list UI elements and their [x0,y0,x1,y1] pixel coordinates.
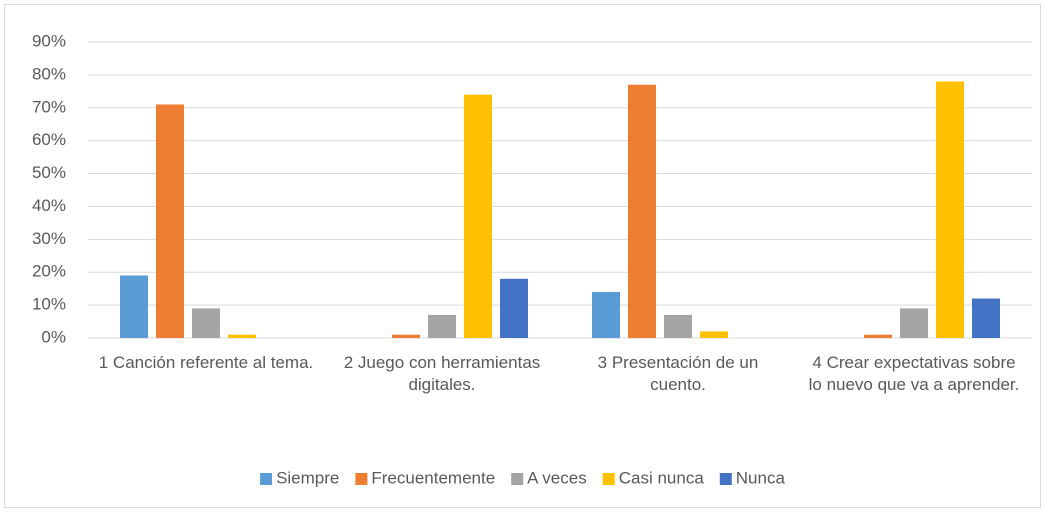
y-tick-label: 30% [32,229,66,248]
y-tick-label: 0% [41,327,66,346]
x-tick-label: 1 Canción referente al tema. [98,353,314,372]
x-tick-label: 3 Presentación de un cuento. [597,353,759,394]
bar [972,298,1000,338]
legend-label: Frecuentemente [371,468,495,487]
bar [864,334,892,338]
legend-swatch [602,473,615,485]
legend-label: Siempre [276,468,339,487]
y-tick-label: 40% [32,196,66,215]
bar [500,278,528,338]
y-tick-label: 80% [32,64,66,83]
x-tick-label: 2 Juego con herramientas digitales. [343,353,541,394]
legend-label: Casi nunca [619,468,705,487]
bar [192,308,220,338]
bar [464,94,492,338]
legend-label: A veces [527,468,587,487]
bar [592,291,620,338]
y-tick-label: 60% [32,130,66,149]
bar [900,308,928,338]
bar [700,331,728,338]
bar [936,81,964,338]
bar [428,314,456,338]
legend-swatch [355,473,368,485]
y-tick-label: 50% [32,163,66,182]
bar [156,104,184,338]
bar [628,84,656,338]
legend-label: Nunca [736,468,786,487]
y-tick-label: 10% [32,295,66,314]
bar [664,314,692,338]
x-tick-label: 4 Crear expectativas sobre lo nuevo que … [808,353,1020,394]
legend-swatch [719,473,732,485]
legend-swatch [511,473,524,485]
y-tick-label: 70% [32,97,66,116]
bar [228,334,256,338]
bar [120,275,148,338]
y-tick-label: 90% [32,31,66,50]
y-tick-label: 20% [32,262,66,281]
bar [392,334,420,338]
legend-swatch [260,473,273,485]
